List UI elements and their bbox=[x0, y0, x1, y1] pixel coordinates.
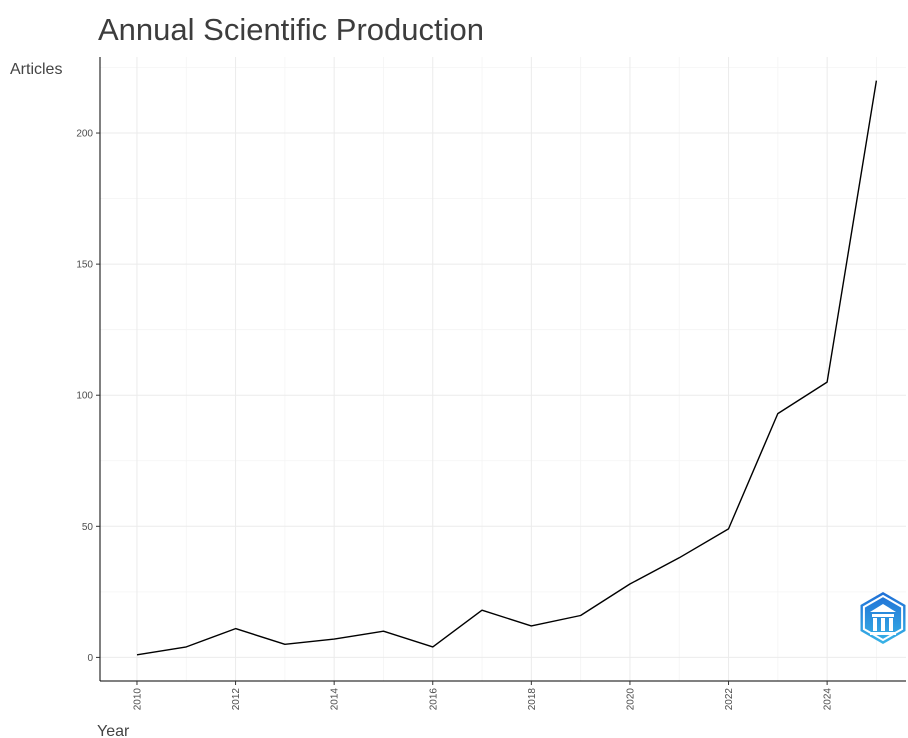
series-line bbox=[136, 80, 878, 656]
x-axis-title: Year bbox=[97, 723, 130, 738]
logo-column bbox=[881, 618, 885, 631]
chart-title: Annual Scientific Production bbox=[98, 12, 484, 47]
grid bbox=[100, 57, 906, 681]
y-tick-label: 50 bbox=[82, 522, 94, 533]
y-axis-title: Articles bbox=[10, 61, 62, 78]
x-tick-label: 2024 bbox=[823, 688, 834, 711]
y-tick-label: 100 bbox=[76, 391, 93, 402]
y-tick-label: 0 bbox=[87, 653, 93, 664]
logo-roof bbox=[870, 604, 896, 612]
x-tick-label: 2014 bbox=[330, 688, 341, 711]
y-tick-label: 200 bbox=[76, 129, 93, 140]
x-tick-label: 2020 bbox=[625, 688, 636, 711]
x-tick-label: 2016 bbox=[428, 688, 439, 711]
axes: 0 50 100 150 200 2010 2012 2014 2016 2018 2020 2022… bbox=[76, 57, 906, 710]
series-group bbox=[136, 80, 878, 656]
logo-column bbox=[889, 618, 893, 631]
bibliometrix-logo bbox=[860, 592, 906, 644]
logo-beam bbox=[872, 614, 894, 617]
logo-inner-ring bbox=[862, 594, 904, 642]
logo-base bbox=[870, 632, 896, 635]
y-tick-label: 150 bbox=[76, 260, 93, 271]
x-tick-label: 2010 bbox=[132, 688, 143, 711]
x-tick-label: 2018 bbox=[527, 688, 538, 711]
x-tick-label: 2012 bbox=[231, 688, 242, 711]
logo-column bbox=[873, 618, 877, 631]
x-tick-label: 2022 bbox=[724, 688, 735, 711]
